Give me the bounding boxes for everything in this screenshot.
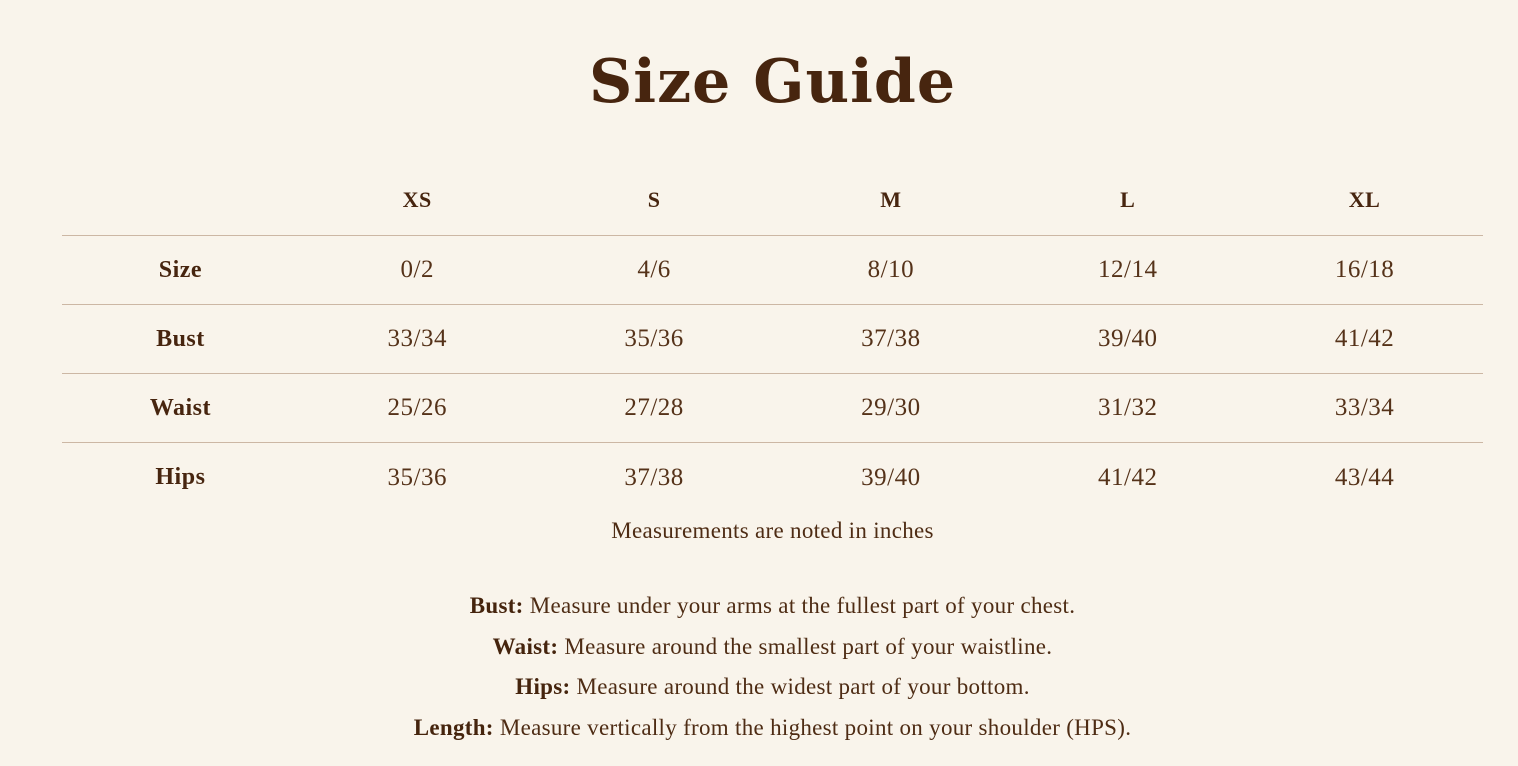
size-table-header-row: XS S M L XL [62,165,1483,236]
table-cell: 37/38 [624,463,684,491]
table-cell: 41/42 [1334,325,1395,352]
instruction-text: Measure vertically from the highest poin… [499,714,1132,740]
table-cell: 16/18 [1334,256,1395,283]
column-header-l: L [1120,187,1136,212]
instruction-term: Waist: [492,633,559,659]
table-cell: 43/44 [1334,463,1395,491]
table-cell: 39/40 [861,463,921,491]
instruction-hips: Hips: Measure around the widest part of … [62,667,1483,708]
table-cell: 41/42 [1098,463,1158,491]
table-cell: 8/10 [867,256,915,283]
table-cell: 33/34 [387,325,447,352]
table-cell: 12/14 [1098,256,1158,283]
table-cell: 35/36 [624,325,684,352]
size-guide-page: Size Guide XS S M L XL Size 0/2 4/6 8/10… [62,0,1483,748]
instruction-waist: Waist: Measure around the smallest part … [62,627,1483,668]
instruction-term: Bust: [469,593,524,618]
instruction-text: Measure around the widest part of your b… [576,674,1030,699]
measurement-instructions: Bust: Measure under your arms at the ful… [62,586,1483,748]
table-row-bust: Bust 33/34 35/36 37/38 39/40 41/42 [62,305,1483,374]
instruction-term: Length: [413,714,494,740]
row-label: Waist [149,394,211,421]
table-row-waist: Waist 25/26 27/28 29/30 31/32 33/34 [62,374,1483,443]
table-cell: 31/32 [1098,394,1158,421]
table-cell: 27/28 [624,394,684,421]
instruction-text: Measure under your arms at the fullest p… [529,593,1076,618]
row-label: Bust [156,325,205,352]
column-header-xl: XL [1348,187,1381,212]
instruction-term: Hips: [515,674,571,699]
instruction-text: Measure around the smallest part of your… [564,633,1053,659]
table-cell: 0/2 [400,256,434,283]
column-header-m: M [880,187,902,212]
table-cell: 39/40 [1098,325,1158,352]
instruction-length: Length: Measure vertically from the high… [62,708,1483,749]
row-label: Hips [155,464,206,490]
table-cell: 25/26 [387,394,447,421]
table-cell: 4/6 [637,256,671,283]
table-row-hips: Hips 35/36 37/38 39/40 41/42 43/44 [62,443,1483,512]
table-cell: 35/36 [387,463,447,491]
instruction-bust: Bust: Measure under your arms at the ful… [62,586,1483,627]
table-cell: 37/38 [861,325,921,352]
table-cell: 29/30 [861,394,921,421]
page-title: Size Guide [588,47,957,117]
column-header-s: S [647,187,661,212]
table-cell: 33/34 [1334,394,1395,421]
size-table: XS S M L XL Size 0/2 4/6 8/10 12/14 16/1… [62,165,1483,512]
units-note: Measurements are noted in inches [611,518,934,543]
column-header-xs: XS [402,187,432,212]
row-label: Size [158,256,203,283]
table-row-size: Size 0/2 4/6 8/10 12/14 16/18 [62,236,1483,305]
